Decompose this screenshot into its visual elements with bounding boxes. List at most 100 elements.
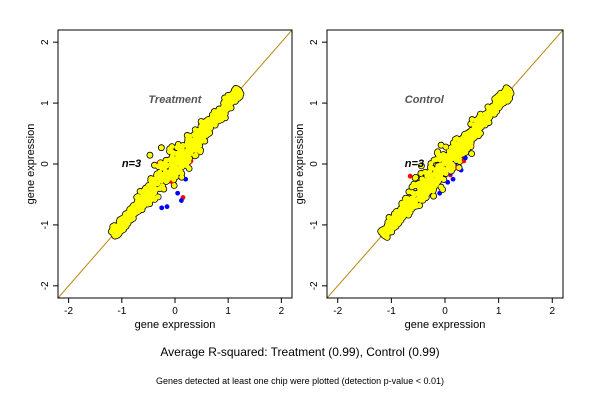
x-tick-label: 2	[549, 306, 555, 317]
yellow-point	[199, 119, 206, 125]
yellow-point	[448, 145, 454, 151]
yellow-point	[453, 142, 459, 148]
y-tick-label: 1	[309, 100, 320, 106]
treatment-x-axis-title: gene expression	[135, 319, 216, 331]
y-tick-label: -2	[309, 281, 320, 290]
yellow-point	[195, 134, 201, 140]
yellow-point	[211, 108, 217, 115]
yellow-point	[146, 189, 152, 195]
blue-point	[462, 155, 468, 161]
yellow-point	[198, 123, 204, 130]
treatment-plot-content	[58, 30, 292, 298]
yellow-point	[114, 228, 121, 234]
blue-point	[178, 198, 184, 203]
yellow-point	[179, 170, 185, 177]
y-tick-label: 0	[309, 161, 320, 167]
yellow-point	[440, 151, 446, 158]
yellow-point	[158, 145, 164, 151]
yellow-point	[402, 195, 409, 201]
yellow-point	[430, 193, 437, 199]
control-cloud-points	[378, 85, 514, 240]
yellow-point	[431, 157, 437, 163]
x-tick-label: -1	[117, 306, 126, 317]
yellow-point	[153, 172, 160, 178]
yellow-point	[205, 131, 211, 137]
control-plot-content	[327, 30, 563, 298]
yellow-point	[192, 153, 198, 159]
yellow-point	[161, 171, 167, 177]
yellow-point	[468, 121, 474, 127]
yellow-point	[221, 95, 228, 101]
yellow-point	[181, 158, 187, 164]
yellow-point	[384, 225, 391, 231]
yellow-point	[173, 158, 179, 164]
blue-point	[437, 190, 443, 196]
yellow-point	[448, 168, 454, 174]
yellow-point	[135, 193, 141, 199]
yellow-point	[175, 166, 182, 172]
x-tick-label: 0	[442, 306, 448, 317]
x-tick-label: -2	[64, 306, 73, 317]
yellow-point	[147, 152, 153, 158]
yellow-point	[387, 220, 393, 227]
yellow-point	[196, 140, 202, 146]
yellow-point	[155, 194, 161, 200]
yellow-point	[430, 184, 436, 190]
x-tick-label: 1	[225, 306, 231, 317]
yellow-point	[205, 117, 211, 123]
yellow-point	[443, 144, 449, 150]
yellow-point	[468, 140, 474, 146]
treatment-panel-label: Treatment	[148, 94, 202, 106]
yellow-point	[492, 96, 498, 102]
yellow-point	[159, 161, 166, 167]
y-tick-label: 2	[309, 39, 320, 45]
yellow-point	[137, 188, 143, 195]
yellow-point	[454, 146, 460, 153]
yellow-point	[129, 206, 135, 213]
yellow-point	[406, 189, 412, 195]
yellow-point	[206, 125, 212, 131]
yellow-point	[169, 156, 175, 162]
yellow-point	[496, 99, 502, 105]
yellow-point	[121, 224, 127, 230]
yellow-point	[185, 154, 191, 160]
yellow-point	[151, 188, 157, 194]
control-scatter-panel: -2 -1 0 1 2 -2 -1 0 1 2 gene expression gene expres…	[294, 29, 564, 331]
yellow-point	[229, 97, 235, 103]
yellow-point	[171, 182, 177, 189]
yellow-point	[179, 174, 185, 180]
yellow-point	[459, 148, 465, 154]
y-tick-label: -1	[309, 220, 320, 229]
yellow-point	[151, 162, 158, 168]
yellow-point	[395, 215, 401, 221]
yellow-point	[233, 92, 239, 98]
x-tick-label: -2	[333, 306, 342, 317]
y-tick-label: -2	[40, 281, 51, 290]
yellow-point	[430, 179, 436, 185]
yellow-point	[198, 130, 204, 136]
blue-point	[450, 176, 456, 182]
yellow-point	[130, 215, 136, 221]
yellow-point	[449, 155, 456, 161]
yellow-point	[171, 172, 177, 178]
yellow-point	[464, 146, 471, 152]
x-tick-label: 2	[279, 306, 285, 317]
yellow-point	[145, 197, 152, 203]
yellow-point	[418, 163, 425, 169]
yellow-point	[440, 186, 446, 193]
yellow-point	[164, 178, 170, 184]
yellow-point	[186, 133, 193, 139]
yellow-point	[415, 182, 421, 188]
control-n-label: n=3	[405, 158, 424, 170]
yellow-point	[438, 142, 444, 148]
yellow-point	[453, 150, 459, 157]
r-squared-summary: Average R-squared: Treatment (0.99), Con…	[160, 345, 440, 359]
yellow-point	[448, 149, 454, 155]
yellow-point	[209, 116, 216, 122]
yellow-point	[438, 167, 444, 173]
yellow-point	[417, 195, 423, 201]
x-tick-label: 1	[496, 306, 502, 317]
yellow-point	[118, 220, 124, 226]
yellow-point	[409, 195, 416, 201]
